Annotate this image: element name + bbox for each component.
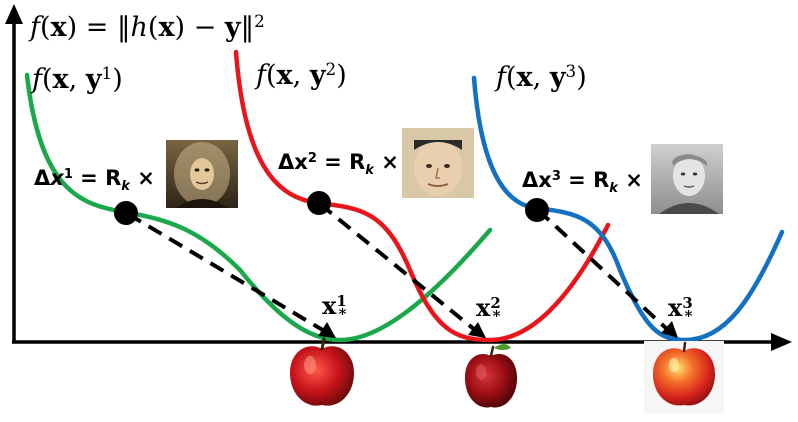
delta-label-3: Δx3 = Rk × <box>522 168 643 196</box>
curve-3-blue <box>471 75 785 343</box>
descent-arrow-2-head <box>468 322 486 338</box>
start-point-2 <box>307 191 331 215</box>
delta-label-1: Δx1 = Rk × <box>34 166 155 194</box>
start-point-1 <box>114 201 138 225</box>
gauss-portrait-icon <box>402 128 474 198</box>
x-axis-arrowhead <box>771 333 792 351</box>
curve-label-3: f(x, y3) <box>496 60 587 93</box>
curve-label-1: f(x, y1) <box>32 62 123 95</box>
descent-arrow-1 <box>126 212 328 334</box>
delta-label-2: Δx2 = Rk × <box>278 150 399 178</box>
curve-1-green <box>24 72 493 343</box>
minimum-label-2: x2* <box>476 293 501 326</box>
descent-arrow-3 <box>536 208 670 332</box>
y-axis-arrowhead <box>5 4 23 24</box>
newton-portrait-icon <box>166 140 238 208</box>
main-formula: f(x) = ‖h(x) − y‖2 <box>30 10 265 43</box>
curve-2-red <box>233 49 611 343</box>
curve-label-2: f(x, y2) <box>256 58 347 91</box>
start-point-3 <box>525 198 549 222</box>
dark-red-apple-icon <box>465 344 517 408</box>
red-yellow-apple-icon <box>644 341 724 413</box>
descent-arrow-1-head <box>318 322 336 338</box>
minimum-label-3: x3* <box>668 293 693 326</box>
descent-arrow-2 <box>318 202 477 332</box>
portrait-engraving-icon <box>651 144 723 214</box>
descent-arrows <box>126 202 678 338</box>
descent-arrow-3-head <box>661 321 678 338</box>
red-apple-icon <box>290 337 354 406</box>
minimum-label-1: x1* <box>322 291 347 324</box>
